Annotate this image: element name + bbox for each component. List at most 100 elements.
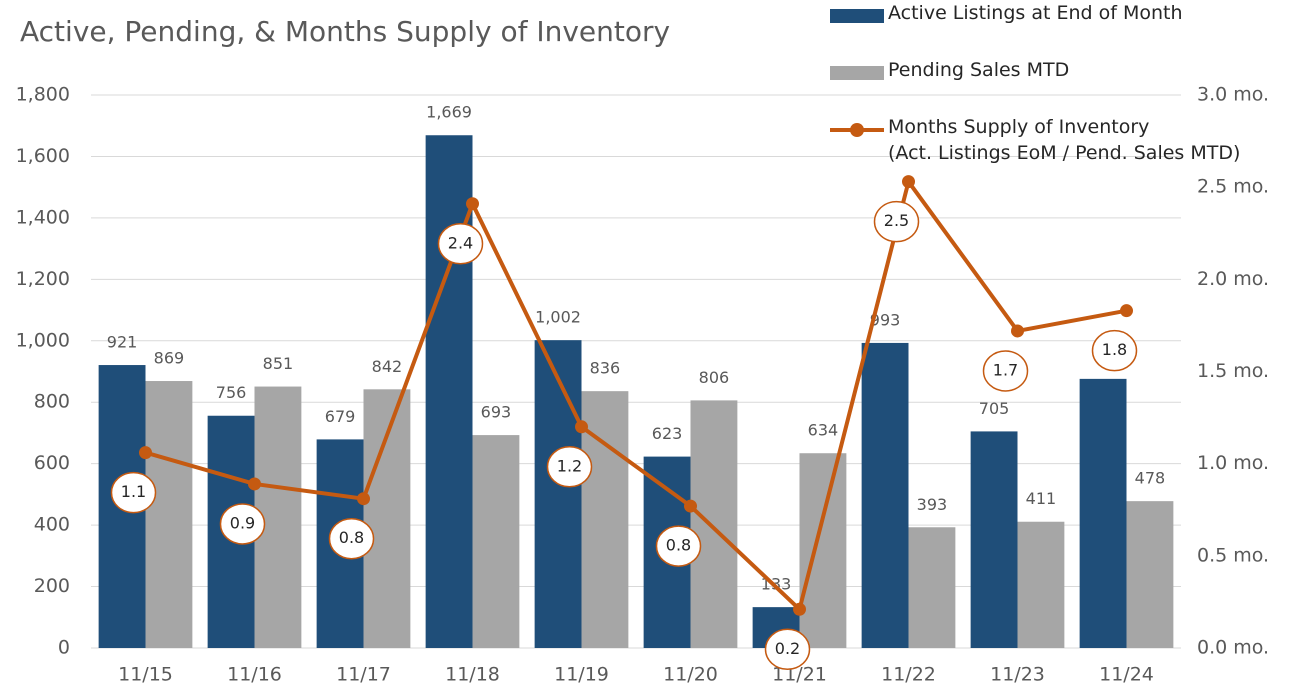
y-tick-label: 0 [58, 637, 70, 659]
y-tick-label: 1,600 [16, 145, 70, 167]
line-point [902, 175, 915, 189]
legend-swatch [830, 66, 884, 80]
x-tick-label: 11/24 [1099, 664, 1154, 686]
bar [145, 381, 193, 648]
line-point [139, 446, 152, 460]
x-tick-label: 11/20 [663, 664, 718, 686]
line-point [684, 499, 697, 513]
legend-swatch [830, 123, 884, 137]
chart-title: Active, Pending, & Months Supply of Inve… [20, 15, 670, 48]
data-label: 0.8 [339, 528, 364, 547]
data-label: 836 [590, 359, 621, 378]
bar [908, 527, 956, 648]
data-label-bubble [655, 525, 702, 567]
legend-label: Pending Sales MTD [888, 59, 1070, 81]
y-tick-label: 1,200 [16, 268, 70, 290]
x-tick-label: 11/23 [990, 664, 1045, 686]
data-label-bubble [1091, 329, 1138, 372]
data-label: 705 [979, 399, 1010, 418]
x-tick-label: 11/22 [881, 664, 936, 686]
line-point [1120, 304, 1133, 318]
data-label: 393 [917, 495, 948, 514]
x-tick-label: 11/17 [336, 664, 391, 686]
data-label: 756 [216, 383, 247, 402]
data-label-bubble [764, 628, 811, 671]
y-tick-label: 400 [34, 514, 70, 536]
bar [970, 431, 1018, 648]
line-point [1011, 324, 1024, 338]
y-tick-label: 200 [34, 575, 70, 597]
data-label: 1.8 [1102, 340, 1127, 359]
bar [799, 453, 847, 648]
data-label-bubble [219, 503, 266, 545]
x-tick-label: 11/18 [445, 664, 500, 686]
data-label-bubble [873, 200, 920, 243]
data-label: 1.7 [993, 360, 1018, 379]
line-point [357, 492, 370, 506]
legend-label: Months Supply of Inventory (Act. Listing… [888, 116, 1241, 164]
data-label: 869 [154, 349, 185, 368]
y-tick-label: 1,400 [16, 206, 70, 228]
y2-tick-label: 0.5 mo. [1197, 544, 1269, 566]
y2-tick-label: 2.0 mo. [1197, 268, 1269, 290]
data-label: 634 [808, 421, 839, 440]
data-label: 851 [263, 354, 294, 373]
legend-item: Months Supply of Inventory (Act. Listing… [830, 116, 1240, 173]
y2-tick-label: 1.5 mo. [1197, 360, 1269, 382]
data-label-bubble [328, 517, 375, 560]
legend-marker [850, 123, 864, 137]
line-point [575, 420, 588, 434]
bar [1126, 501, 1174, 648]
y-tick-label: 800 [34, 391, 70, 413]
y2-tick-label: 2.5 mo. [1197, 176, 1269, 198]
data-label: 842 [372, 357, 403, 376]
line-point [248, 477, 261, 491]
bar [690, 400, 738, 648]
data-label: 623 [652, 424, 683, 443]
bar [1079, 378, 1127, 648]
bar [861, 342, 909, 648]
data-label: 2.4 [448, 233, 473, 252]
y2-tick-label: 3.0 mo. [1197, 84, 1269, 106]
y2-tick-label: 1.0 mo. [1197, 452, 1269, 474]
data-label: 679 [325, 407, 356, 426]
data-label: 0.2 [775, 639, 800, 658]
y-tick-label: 600 [34, 452, 70, 474]
data-label: 411 [1026, 489, 1057, 508]
data-label-bubble [437, 223, 484, 265]
line-point [793, 602, 806, 616]
y-tick-label: 1,000 [16, 329, 70, 351]
data-label: 0.9 [230, 513, 255, 532]
data-label: 1.1 [121, 482, 146, 501]
bar [1017, 521, 1065, 648]
data-label: 921 [107, 333, 138, 352]
legend-swatch [830, 9, 884, 23]
data-label: 693 [481, 403, 512, 422]
bar [425, 135, 473, 649]
data-label: 0.8 [666, 536, 691, 555]
legend: Active Listings at End of Month Pending S… [830, 2, 1240, 173]
bar [363, 389, 411, 648]
data-label-bubble [546, 446, 593, 488]
x-tick-label: 11/15 [118, 664, 173, 686]
x-tick-label: 11/19 [554, 664, 609, 686]
y-tick-label: 1,800 [16, 84, 70, 106]
data-label-bubble [982, 350, 1029, 392]
data-label: 1,002 [535, 308, 581, 327]
data-label-bubble [110, 471, 157, 514]
data-label: 1.2 [557, 456, 582, 475]
bar [472, 435, 520, 648]
legend-label: Active Listings at End of Month [888, 2, 1183, 24]
data-label: 806 [699, 368, 730, 387]
data-label: 478 [1135, 469, 1166, 488]
data-label: 993 [870, 310, 901, 329]
line [144, 177, 1127, 614]
data-label: 2.5 [884, 211, 909, 230]
y2-tick-label: 0.0 mo. [1197, 637, 1269, 659]
legend-item: Pending Sales MTD [830, 59, 1240, 116]
line-point [466, 197, 479, 211]
data-label: 1,669 [426, 103, 472, 122]
bar [534, 340, 582, 648]
